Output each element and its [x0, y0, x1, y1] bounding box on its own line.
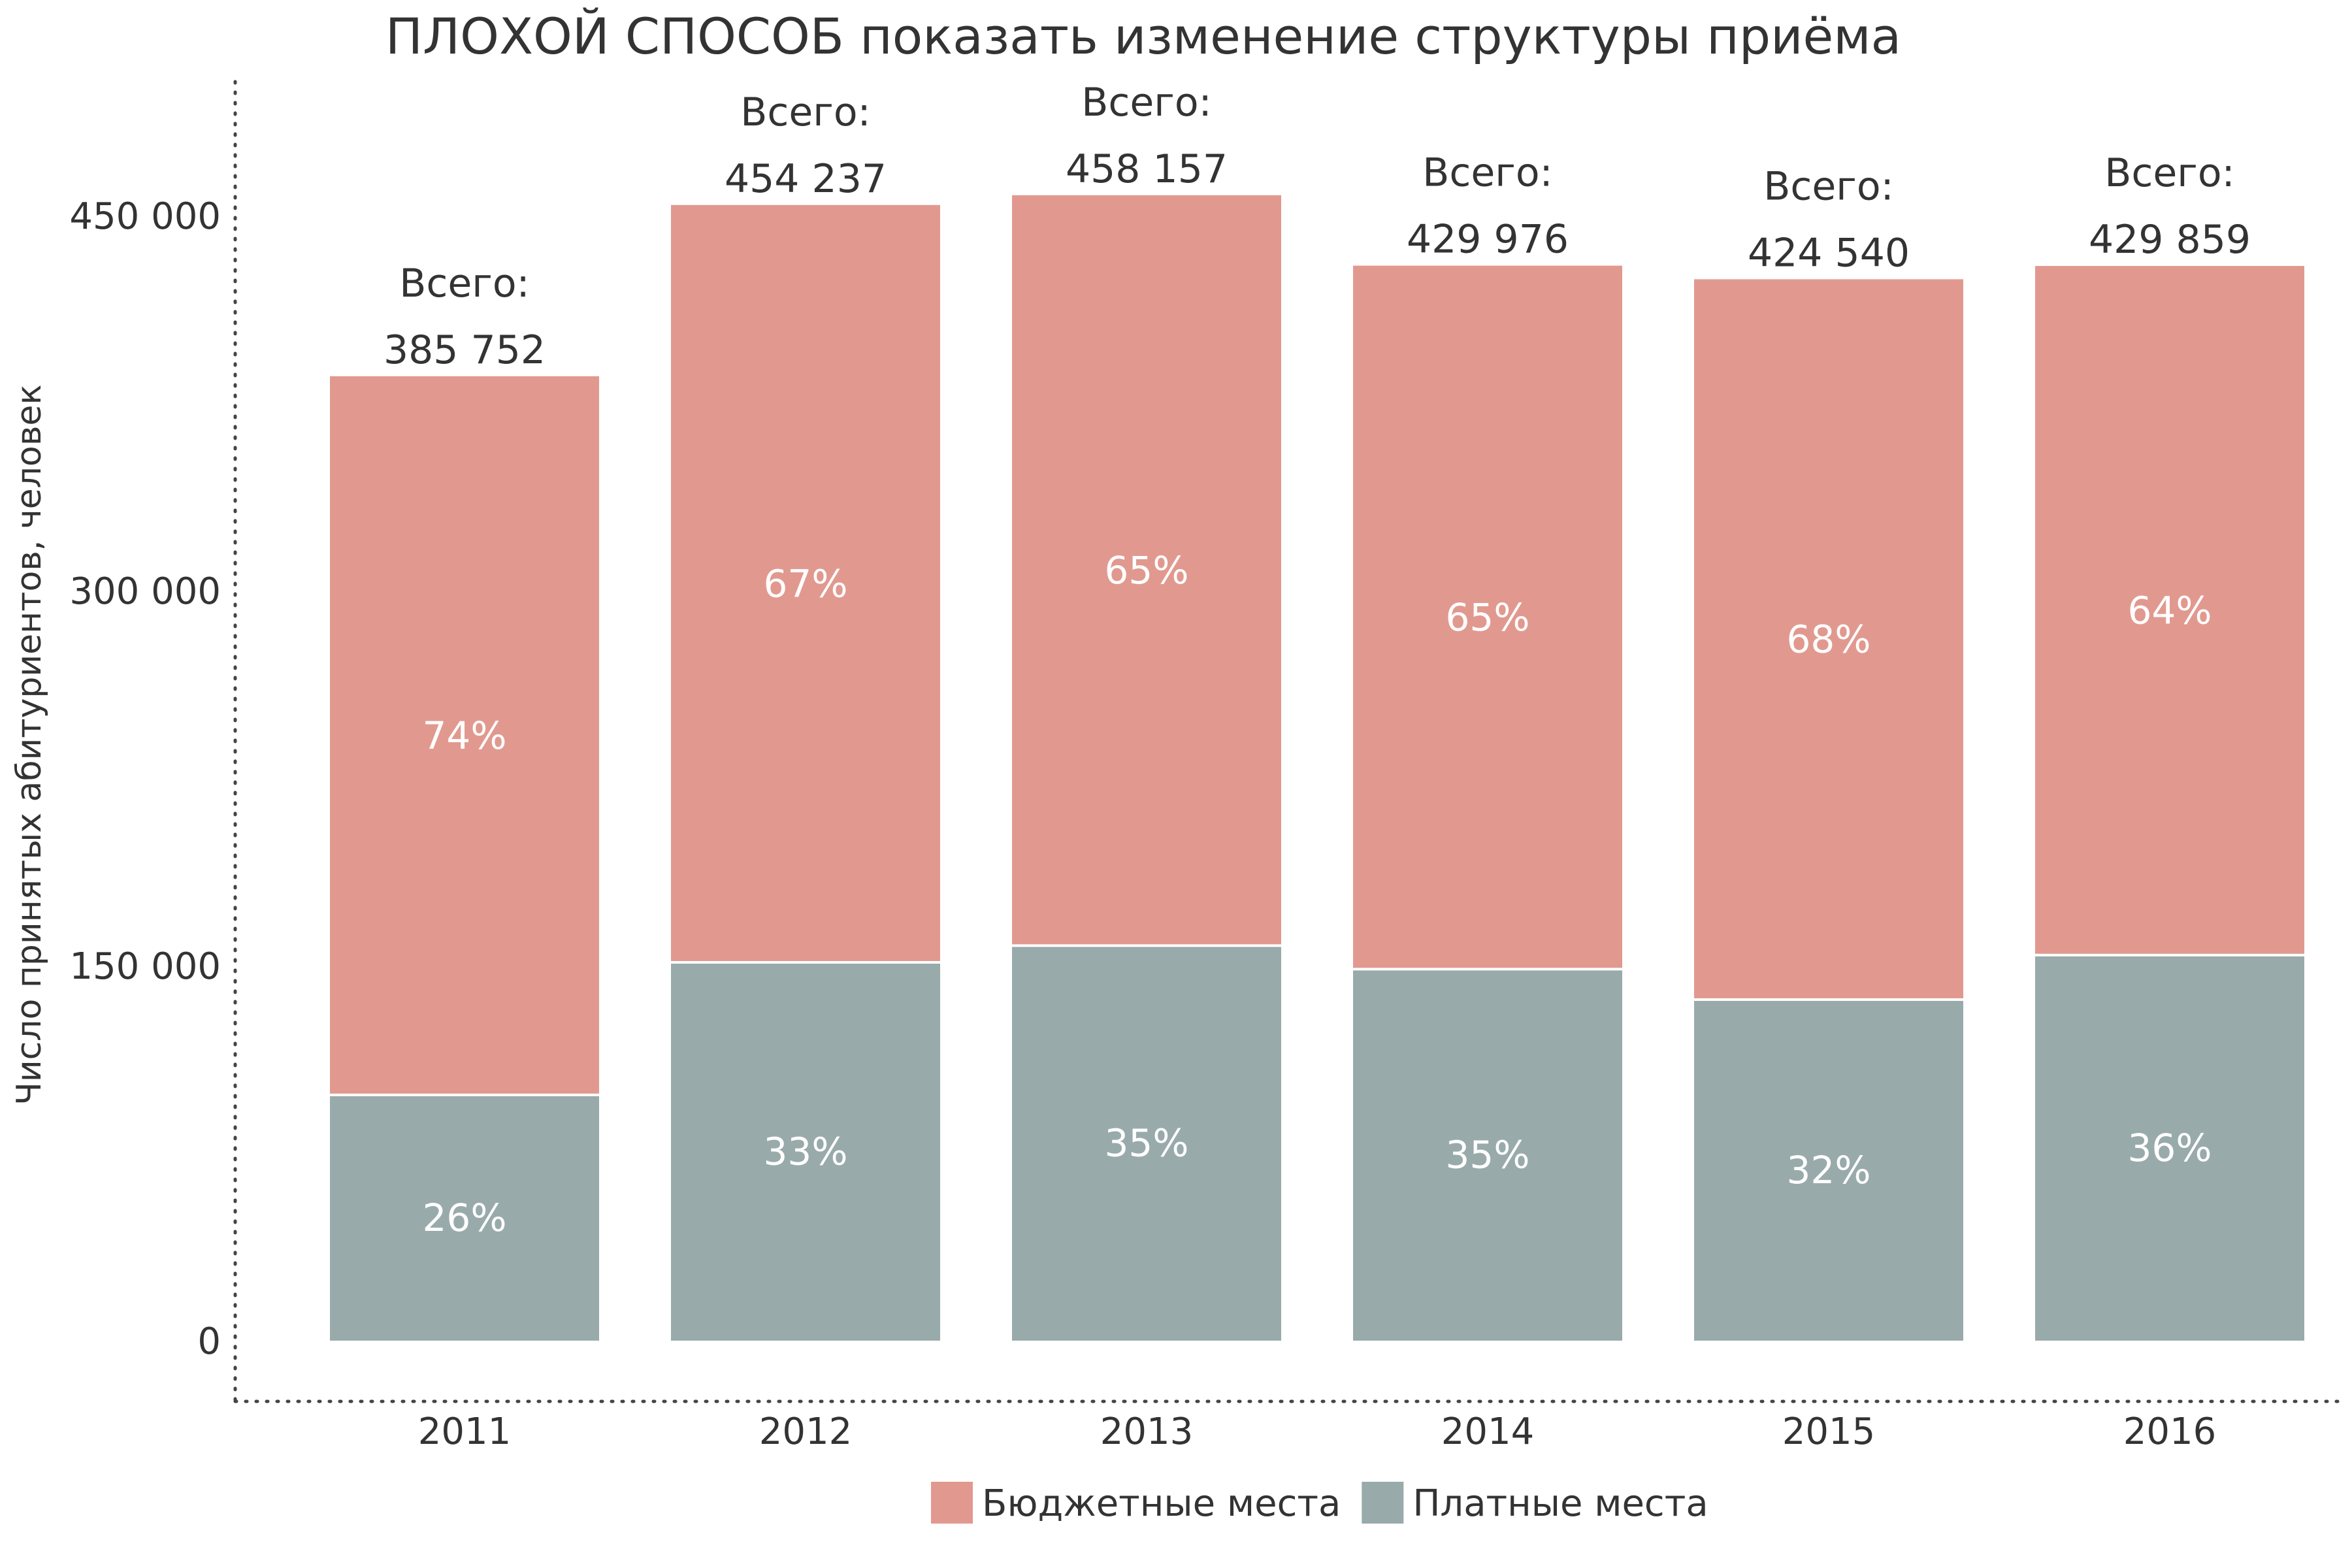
segment-label: 68% — [1787, 617, 1871, 662]
bar-segment — [1353, 265, 1622, 970]
total-label: 429 976 — [1407, 217, 1569, 263]
segment-label: 64% — [2128, 589, 2212, 633]
legend-label: Бюджетные места — [982, 1482, 1341, 1525]
segment-label: 65% — [1105, 548, 1189, 593]
bar-segment — [671, 204, 940, 963]
bar-segment — [1694, 1000, 1963, 1341]
total-prefix: Всего: — [2104, 150, 2235, 196]
bars — [330, 195, 2304, 1341]
segment-label: 35% — [1105, 1121, 1189, 1166]
total-label: 385 752 — [384, 327, 546, 373]
y-tick-label: 300 000 — [69, 570, 221, 613]
segment-label: 33% — [764, 1130, 848, 1174]
segment-label: 74% — [423, 713, 507, 758]
legend-swatch — [1362, 1482, 1404, 1524]
bar-segment — [330, 376, 599, 1095]
bar-segment — [1012, 195, 1281, 946]
segment-label: 26% — [423, 1196, 507, 1240]
data-labels: 26% 74% Всего: 385 752 33% 67% Всего: 454 237 35… — [384, 80, 2251, 1240]
y-tick-label: 150 000 — [69, 945, 221, 988]
total-label: 429 859 — [2089, 217, 2251, 263]
x-tick-label: 2012 — [759, 1411, 853, 1453]
x-tick-label: 2015 — [1782, 1411, 1876, 1453]
bar-segment — [2035, 955, 2304, 1341]
segment-label: 65% — [1446, 595, 1530, 640]
x-tick-label: 2016 — [2123, 1411, 2217, 1453]
legend-swatch — [931, 1482, 973, 1524]
chart-title: ПЛОХОЙ СПОСОБ показать изменение структу… — [385, 7, 1901, 65]
total-prefix: Всего: — [740, 90, 871, 135]
total-prefix: Всего: — [1081, 80, 1212, 125]
bar-segment — [330, 1094, 599, 1341]
segment-label: 32% — [1787, 1148, 1871, 1192]
bar-segment — [2035, 266, 2304, 955]
total-prefix: Всего: — [1763, 163, 1894, 209]
total-label: 424 540 — [1748, 230, 1910, 276]
total-prefix: Всего: — [399, 261, 530, 306]
bar-segment — [1012, 945, 1281, 1341]
segment-label: 35% — [1446, 1133, 1530, 1177]
x-tick-label: 2013 — [1100, 1411, 1194, 1453]
y-tick-label: 450 000 — [69, 195, 221, 238]
legend-label: Платные места — [1413, 1482, 1708, 1525]
total-label: 458 157 — [1066, 146, 1228, 192]
total-prefix: Всего: — [1422, 150, 1553, 196]
legend: Бюджетные места Платные места — [931, 1482, 1708, 1525]
x-ticks: 2011 2012 2013 2014 2015 2016 — [418, 1411, 2217, 1453]
segment-label: 36% — [2128, 1126, 2212, 1170]
y-ticks: 0 150 000 300 000 450 000 — [69, 195, 221, 1363]
bar-segment — [1353, 969, 1622, 1341]
x-tick-label: 2011 — [418, 1411, 512, 1453]
y-axis-label: Число принятых абитуриентов, человек — [10, 384, 49, 1105]
x-tick-label: 2014 — [1441, 1411, 1535, 1453]
y-tick-label: 0 — [197, 1320, 221, 1363]
total-label: 454 237 — [725, 156, 887, 202]
bar-segment — [1694, 279, 1963, 1000]
segment-label: 67% — [764, 561, 848, 606]
bar-segment — [671, 962, 940, 1341]
